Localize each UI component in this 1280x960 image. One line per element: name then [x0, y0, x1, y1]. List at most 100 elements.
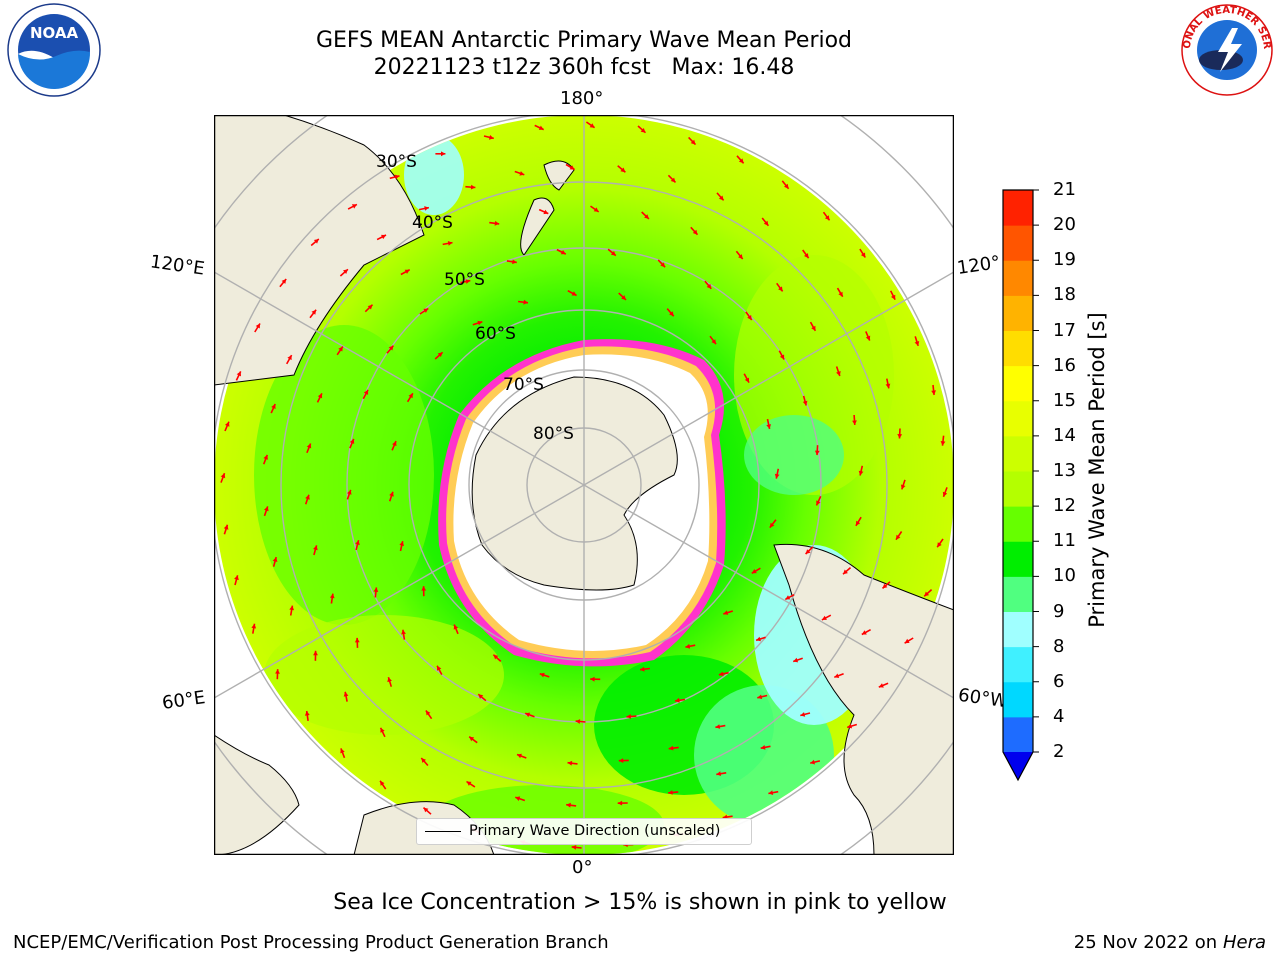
wave-arrow-head [715, 724, 721, 729]
wave-arrow-head [766, 424, 771, 429]
wave-arrow-head [560, 250, 566, 255]
colorbar [1002, 189, 1039, 782]
wave-arrow-head [716, 771, 721, 776]
wave-arrow-head [394, 174, 400, 180]
legend-label: Primary Wave Direction (unscaled) [469, 823, 721, 839]
wave-arrow-head [618, 758, 624, 763]
wave-arrow-head [793, 657, 799, 663]
wave-arrow-head [784, 183, 789, 189]
map-frame [214, 115, 954, 855]
wave-arrow-head [220, 473, 226, 479]
colorbar-label: Primary Wave Mean Period [s] [1085, 312, 1109, 628]
colorbar-tick-label: 12 [1053, 495, 1076, 517]
wave-arrow-head [313, 650, 318, 656]
wave-arrow-head [519, 171, 525, 176]
wave-direction-arrows [220, 121, 948, 850]
lon-label-0: 0° [572, 857, 593, 878]
colorbar-band [1003, 190, 1033, 226]
wave-arrow-head [800, 712, 806, 717]
wave-arrow-head [852, 420, 857, 425]
wave-arrow-head [924, 591, 930, 597]
wave-arrow-head [225, 421, 230, 427]
wave-arrow-head [349, 438, 355, 444]
lon-label-180: 180° [560, 88, 604, 109]
wave-arrow-head [858, 470, 864, 476]
nws-logo: NATIONAL WEATHER SERVICE [1178, 2, 1273, 96]
wave-arrow-head [543, 209, 549, 215]
wave-arrow-head [617, 800, 623, 806]
colorbar-tick-label: 9 [1053, 600, 1065, 622]
colorbar-tick-label: 17 [1053, 319, 1076, 341]
wave-arrow-head [821, 615, 827, 620]
colorbar-band [1003, 295, 1033, 331]
colorbar-band [1003, 330, 1033, 367]
wave-arrow-head [738, 254, 743, 259]
wave-arrow-head [477, 320, 483, 326]
wave-arrow-head [380, 780, 385, 786]
wave-arrow-head [317, 393, 323, 399]
wave-arrow-head [512, 259, 517, 265]
wave-arrow-head [751, 569, 757, 574]
colorbar-band [1003, 681, 1033, 718]
wave-arrow-head [566, 802, 571, 808]
wave-arrow-head [347, 489, 352, 495]
australia-land [214, 115, 425, 386]
wave-arrow-head [706, 283, 712, 289]
wave-period-patches [254, 135, 894, 855]
colorbar-tick-label: 4 [1053, 705, 1065, 727]
wave-arrow-head [470, 184, 476, 190]
wave-arrow-head [738, 158, 744, 164]
wave-arrow-head [744, 377, 749, 383]
south-america-land [773, 543, 954, 855]
colorbar-band [1003, 260, 1033, 296]
wave-arrow-head [824, 215, 830, 221]
wave-arrow-head [465, 279, 471, 284]
colorbar-outline [1002, 189, 1034, 782]
wave-arrow-head [878, 683, 884, 688]
plot-title-line1: GEFS MEAN Antarctic Primary Wave Mean Pe… [315, 28, 853, 53]
wave-arrow-head [571, 291, 577, 296]
wave-arrow-head [236, 371, 241, 377]
lat-label-80s: 80°S [533, 424, 574, 444]
colorbar-band [1003, 716, 1033, 753]
colorbar-band [1003, 541, 1033, 577]
colorbar-band [1003, 471, 1033, 507]
wave-arrow-head [610, 251, 616, 256]
wave-arrow-head [865, 335, 871, 341]
lon-label-120e: 120°E [148, 251, 206, 280]
colorbar-tick-label: 2 [1053, 741, 1065, 762]
wave-arrow-head [373, 587, 379, 592]
wave-arrow-head [255, 323, 260, 329]
lat-label-40s: 40°S [412, 213, 453, 233]
wave-arrow-head [388, 345, 394, 351]
lat-label-50s: 50°S [444, 270, 485, 290]
wave-arrow-head [626, 714, 631, 719]
wave-arrow-head [747, 315, 752, 320]
wave-arrow-head [281, 279, 287, 284]
lat-label-30s: 30°S [376, 152, 417, 172]
wave-arrow-head [774, 473, 780, 479]
wave-arrow-head [251, 623, 257, 629]
colorbar-tick-label: 6 [1053, 670, 1065, 692]
wave-arrow-head [836, 371, 841, 376]
colorbar-band [1003, 611, 1033, 648]
wave-arrow-head [718, 671, 724, 677]
wave-arrow-head [453, 624, 459, 630]
wave-arrow-head [424, 206, 429, 211]
wave-arrow-head [306, 443, 312, 449]
wave-arrow-head [437, 352, 443, 357]
wave-arrow-head [423, 807, 429, 813]
colorbar-tick-label: 13 [1053, 460, 1076, 481]
wave-arrow-head [343, 691, 349, 697]
colorbar-tick-label: 14 [1053, 424, 1076, 446]
run-date-text: 25 Nov 2022 on [1073, 932, 1218, 953]
wave-arrow-head [675, 697, 680, 703]
wave-arrow-head [838, 291, 843, 297]
wave-arrow-head [338, 346, 343, 352]
wave-arrow-head [234, 575, 239, 581]
antarctica-land [471, 376, 678, 591]
colorbar-tick-label: 15 [1053, 389, 1076, 411]
wave-arrow-head [515, 796, 521, 801]
wave-arrow-head [802, 400, 808, 406]
wave-arrow-head [763, 220, 769, 226]
